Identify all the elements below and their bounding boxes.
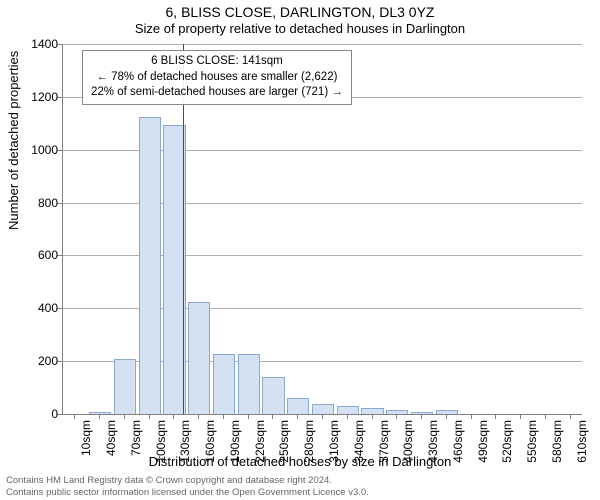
xtick-mark <box>421 414 422 419</box>
xtick-mark <box>570 414 571 419</box>
xtick-mark <box>173 414 174 419</box>
xtick-label: 430sqm <box>427 420 439 480</box>
y-axis <box>62 44 63 414</box>
xtick-mark <box>396 414 397 419</box>
xtick-label: 70sqm <box>130 420 142 480</box>
xtick-mark <box>149 414 150 419</box>
callout-line2: ← 78% of detached houses are smaller (2,… <box>91 70 343 86</box>
footer: Contains HM Land Registry data © Crown c… <box>6 475 369 498</box>
xtick-mark <box>198 414 199 419</box>
chart-area: 020040060080010001200140010sqm40sqm70sqm… <box>62 44 582 414</box>
xtick-label: 520sqm <box>501 420 513 480</box>
xtick-label: 10sqm <box>80 420 92 480</box>
ytick-label: 1000 <box>8 144 58 156</box>
xtick-label: 160sqm <box>204 420 216 480</box>
bar <box>188 302 210 414</box>
ytick-label: 0 <box>8 408 58 420</box>
xtick-mark <box>322 414 323 419</box>
ytick-label: 800 <box>8 197 58 209</box>
xtick-label: 130sqm <box>179 420 191 480</box>
ytick-label: 200 <box>8 355 58 367</box>
callout-line3: 22% of semi-detached houses are larger (… <box>91 85 343 101</box>
xtick-mark <box>74 414 75 419</box>
xtick-mark <box>495 414 496 419</box>
bar <box>312 404 334 414</box>
gridline <box>62 44 582 45</box>
callout-box: 6 BLISS CLOSE: 141sqm ← 78% of detached … <box>82 50 352 105</box>
bar <box>238 354 260 414</box>
container: 6, BLISS CLOSE, DARLINGTON, DL3 0YZ Size… <box>0 0 600 500</box>
callout-line1: 6 BLISS CLOSE: 141sqm <box>91 54 343 70</box>
xtick-label: 370sqm <box>378 420 390 480</box>
xtick-label: 190sqm <box>229 420 241 480</box>
bar <box>262 377 284 414</box>
xtick-mark <box>223 414 224 419</box>
xtick-label: 550sqm <box>526 420 538 480</box>
xtick-label: 400sqm <box>402 420 414 480</box>
xtick-label: 40sqm <box>105 420 117 480</box>
xtick-mark <box>99 414 100 419</box>
bar <box>213 354 235 414</box>
xtick-mark <box>545 414 546 419</box>
page-subtitle: Size of property relative to detached ho… <box>0 20 600 36</box>
xtick-label: 220sqm <box>254 420 266 480</box>
footer-line2: Contains public sector information licen… <box>6 487 369 498</box>
xtick-label: 340sqm <box>353 420 365 480</box>
ytick-label: 1400 <box>8 38 58 50</box>
xtick-label: 250sqm <box>278 420 290 480</box>
xtick-label: 580sqm <box>551 420 563 480</box>
xtick-mark <box>347 414 348 419</box>
xtick-mark <box>471 414 472 419</box>
xtick-mark <box>124 414 125 419</box>
xtick-label: 310sqm <box>328 420 340 480</box>
page-title: 6, BLISS CLOSE, DARLINGTON, DL3 0YZ <box>0 0 600 20</box>
xtick-mark <box>520 414 521 419</box>
ytick-label: 400 <box>8 302 58 314</box>
ytick-label: 1200 <box>8 91 58 103</box>
bar <box>114 359 136 414</box>
xtick-label: 460sqm <box>452 420 464 480</box>
xtick-mark <box>297 414 298 419</box>
xtick-mark <box>372 414 373 419</box>
ytick-label: 600 <box>8 249 58 261</box>
x-axis-label: Distribution of detached houses by size … <box>0 454 600 469</box>
footer-line1: Contains HM Land Registry data © Crown c… <box>6 475 369 486</box>
xtick-mark <box>272 414 273 419</box>
bar <box>139 117 161 414</box>
xtick-label: 100sqm <box>155 420 167 480</box>
xtick-label: 610sqm <box>576 420 588 480</box>
xtick-mark <box>248 414 249 419</box>
bar <box>287 398 309 414</box>
xtick-label: 280sqm <box>303 420 315 480</box>
xtick-mark <box>446 414 447 419</box>
xtick-label: 490sqm <box>477 420 489 480</box>
bar <box>337 406 359 414</box>
